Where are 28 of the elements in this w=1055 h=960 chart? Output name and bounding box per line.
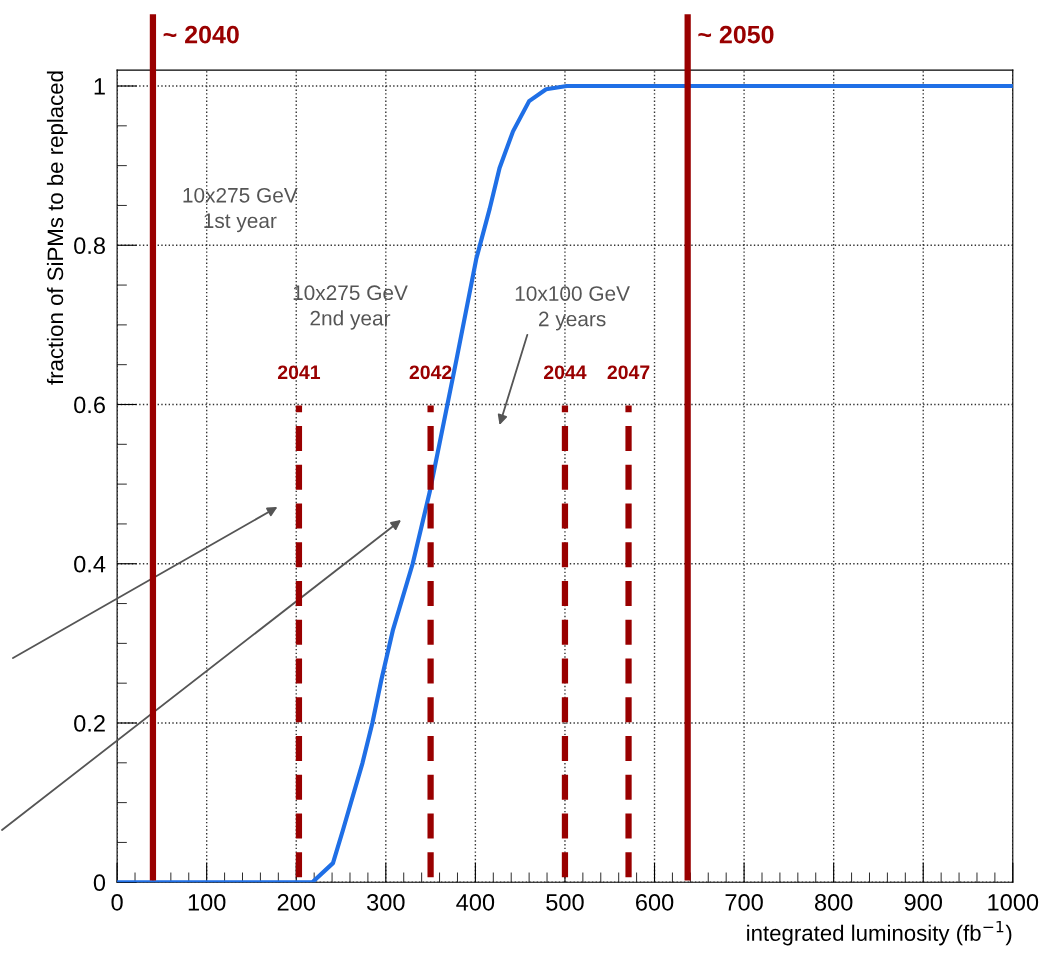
x-tick-label: 300 <box>367 893 405 911</box>
annotation: 2044 <box>544 365 587 380</box>
y-tick-label: 0.6 <box>74 396 105 414</box>
annotation: 10x100 GeV 2 years <box>515 286 630 331</box>
x-tick-label: 800 <box>814 893 853 911</box>
x-tick-label: 200 <box>277 893 316 911</box>
x-tick-label: 900 <box>904 893 943 911</box>
annotation: 10x275 GeV 1st year <box>183 187 298 233</box>
y-tick-label: 0.2 <box>74 715 105 732</box>
x-tick-label: 100 <box>188 893 226 911</box>
y-tick-label: 1 <box>94 78 105 95</box>
annotation: 2042 <box>409 365 452 380</box>
x-tick-label: 500 <box>546 893 584 911</box>
x-tick-label: 400 <box>456 893 495 911</box>
y-axis-title: fraction of SiPMs to be replaced <box>46 71 68 385</box>
x-axis-title: integrated luminosity (fb$^{−1}$) <box>747 920 1012 946</box>
x-tick-label: 0 <box>111 893 123 911</box>
annotation: ~ 2040 <box>163 25 239 44</box>
x-tick-label: 700 <box>725 893 763 911</box>
y-tick-label: 0 <box>93 874 106 892</box>
annotation: 2047 <box>607 365 650 380</box>
annotation: 2041 <box>277 365 321 380</box>
annotation: 10x275 GeV 2nd year <box>293 285 408 330</box>
annotation: ~ 2050 <box>698 25 774 44</box>
y-tick-label: 0.4 <box>74 555 106 573</box>
x-tick-label: 1000 <box>988 893 1039 911</box>
y-tick-label: 0.8 <box>74 237 105 255</box>
x-tick-label: 600 <box>636 893 674 911</box>
